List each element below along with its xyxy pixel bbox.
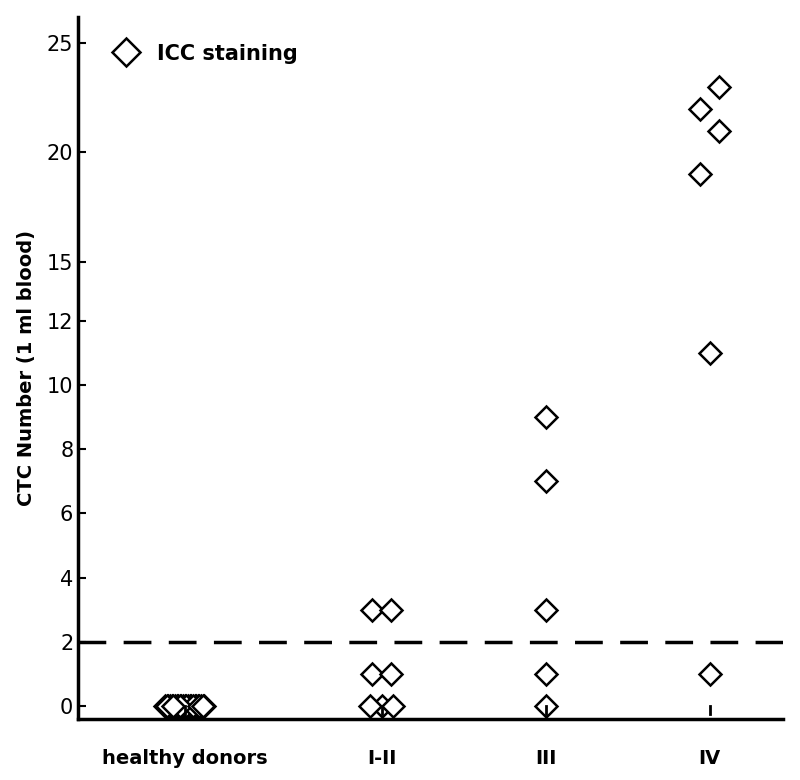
Y-axis label: CTC Number (1 ml blood): CTC Number (1 ml blood) bbox=[17, 230, 36, 505]
Legend: ICC staining: ICC staining bbox=[89, 27, 314, 80]
Text: I-II: I-II bbox=[367, 749, 396, 768]
Text: III: III bbox=[535, 749, 556, 768]
Text: healthy donors: healthy donors bbox=[102, 749, 267, 768]
Text: IV: IV bbox=[698, 749, 721, 768]
